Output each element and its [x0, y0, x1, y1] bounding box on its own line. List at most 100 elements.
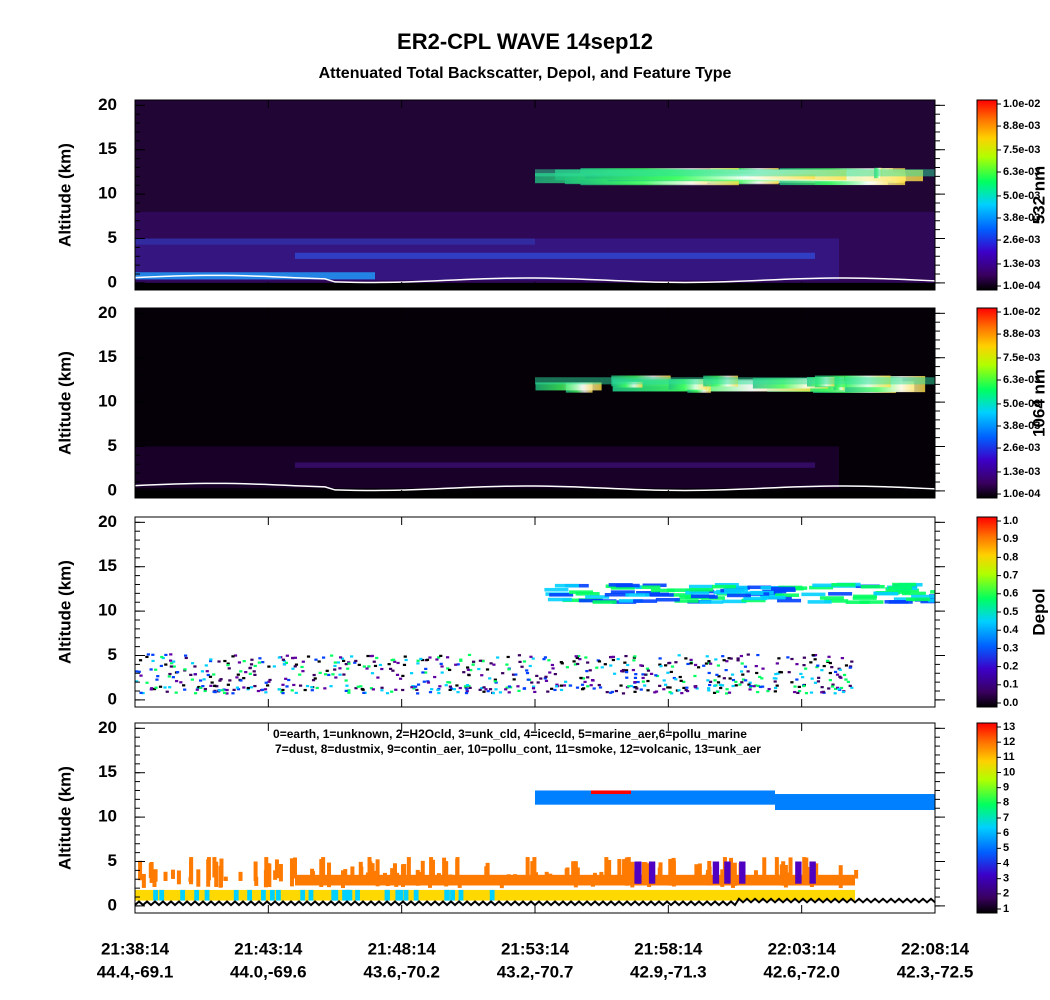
- speckle: [704, 662, 709, 665]
- speckle: [597, 660, 602, 663]
- aerosol: [402, 863, 407, 882]
- speckle: [718, 683, 722, 686]
- cloud: [801, 592, 826, 597]
- speckle: [589, 684, 593, 687]
- speckle: [232, 688, 236, 691]
- speckle: [323, 673, 328, 676]
- speckle: [169, 665, 173, 668]
- aerosol: [795, 861, 802, 884]
- cloud: [783, 586, 808, 590]
- speckle: [314, 658, 318, 661]
- colorbar-tick-label: 0.8: [1003, 551, 1018, 563]
- colorbar-tick-label: 12: [1003, 736, 1015, 748]
- speckle: [667, 662, 671, 665]
- speckle: [361, 688, 365, 691]
- cloud: [722, 599, 747, 604]
- speckle: [321, 656, 326, 659]
- y-tick-label: 5: [108, 228, 117, 247]
- y-tick-label: 20: [98, 303, 117, 322]
- speckle: [621, 670, 625, 673]
- speckle: [239, 679, 243, 682]
- speckle: [462, 671, 466, 674]
- speckle: [813, 658, 817, 661]
- speckle: [333, 664, 337, 668]
- speckle: [467, 674, 471, 677]
- speckle: [712, 691, 717, 694]
- colorbar-tick-label: 7.5e-03: [1003, 352, 1040, 364]
- speckle: [828, 661, 832, 665]
- cloud: [689, 584, 714, 589]
- aerosol: [367, 857, 372, 878]
- surface-return: [134, 482, 936, 492]
- speckle: [624, 671, 629, 674]
- speckle: [646, 679, 650, 683]
- speckle: [333, 668, 337, 671]
- x-tick-sublabel: 43.6,-70.2: [363, 962, 440, 981]
- speckle: [611, 658, 615, 662]
- speckle: [644, 673, 648, 676]
- speckle: [694, 686, 698, 689]
- speckle: [501, 672, 505, 675]
- aerosol: [170, 869, 175, 879]
- x-tick-sublabel: 42.3,-72.5: [897, 962, 974, 981]
- aerosol: [774, 857, 779, 885]
- colorbar-tick-label: 9: [1003, 782, 1009, 794]
- speckle: [636, 680, 640, 684]
- speckle: [459, 659, 463, 662]
- speckle: [586, 676, 590, 679]
- speckle: [820, 669, 824, 672]
- speckle: [294, 691, 298, 695]
- colorbar-tick-label: 6.3e-03: [1003, 166, 1040, 178]
- cloud: [585, 174, 816, 179]
- cloud: [747, 585, 772, 590]
- colorbar-tick-label: 0.2: [1003, 661, 1018, 673]
- marine: [247, 889, 253, 901]
- speckle: [609, 664, 613, 667]
- speckle: [369, 687, 374, 690]
- speckle: [236, 688, 241, 691]
- speckle: [716, 681, 721, 684]
- speckle: [655, 674, 660, 678]
- speckle: [477, 667, 481, 671]
- y-tick-label: 5: [108, 851, 117, 870]
- speckle: [369, 654, 373, 658]
- speckle: [813, 654, 818, 657]
- aerosol: [152, 870, 157, 887]
- colorbar-tick-label: 0.4: [1003, 624, 1019, 636]
- speckle: [748, 681, 752, 684]
- aerosol: [254, 876, 259, 886]
- speckle: [488, 677, 492, 680]
- speckle: [706, 679, 710, 682]
- cloud: [535, 169, 935, 177]
- marine: [260, 889, 266, 901]
- speckle: [551, 667, 555, 670]
- speckle: [531, 657, 535, 660]
- speckle: [844, 678, 848, 681]
- speckle: [345, 684, 349, 687]
- speckle: [836, 686, 840, 689]
- speckle: [680, 691, 684, 695]
- speckle: [394, 688, 398, 691]
- speckle: [306, 655, 311, 658]
- cloud: [713, 590, 738, 595]
- speckle: [235, 676, 239, 679]
- speckle: [285, 685, 289, 688]
- colorbar: [976, 722, 998, 914]
- speckle: [702, 664, 706, 667]
- speckle: [844, 664, 849, 667]
- speckle: [452, 688, 457, 691]
- speckle: [222, 691, 227, 695]
- aerosol: [671, 857, 676, 886]
- speckle: [182, 684, 186, 687]
- speckle: [725, 660, 729, 663]
- speckle: [422, 680, 426, 683]
- speckle: [135, 680, 139, 683]
- marine: [308, 889, 314, 901]
- x-tick-label: 21:58:14: [634, 939, 703, 958]
- speckle: [145, 681, 149, 684]
- speckle: [658, 684, 662, 687]
- speckle: [564, 680, 568, 683]
- speckle: [439, 654, 443, 657]
- speckle: [480, 674, 484, 677]
- speckle: [777, 657, 781, 660]
